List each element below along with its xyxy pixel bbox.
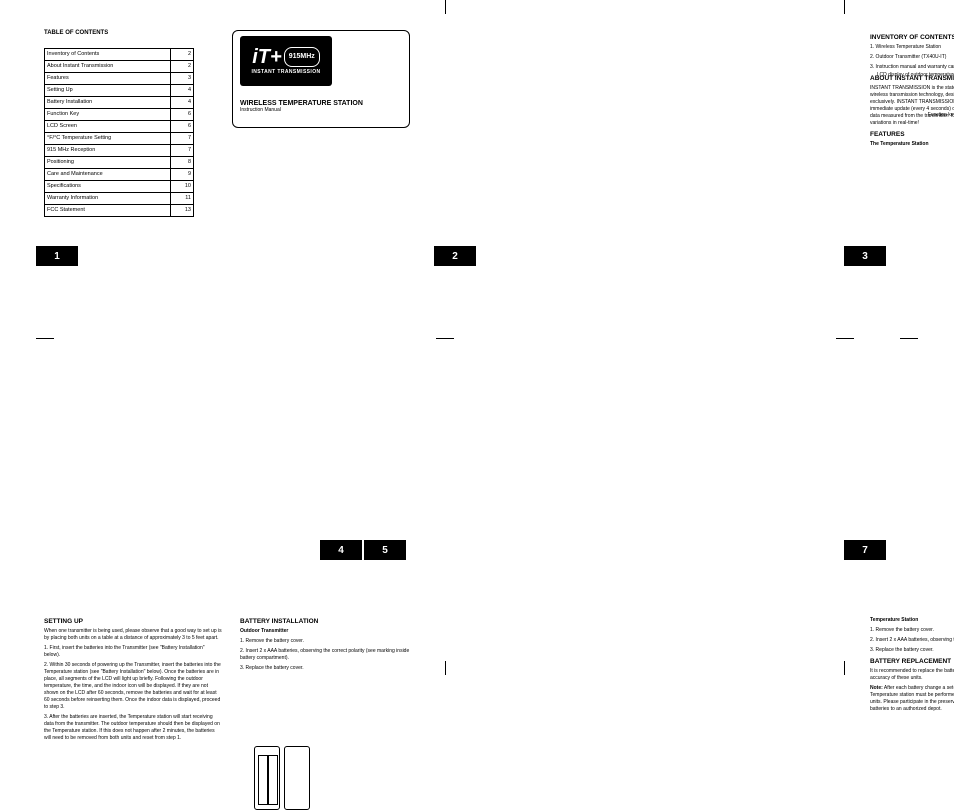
h-batinst: BATTERY INSTALLATION (240, 618, 416, 625)
toc-page: 6 (171, 121, 194, 133)
page-number: 1 (36, 246, 78, 266)
ts3: 3. Replace the battery cover. (870, 647, 954, 654)
table-row: Features3 (45, 73, 194, 85)
toc-page: 6 (171, 109, 194, 121)
h-txbat: Outdoor Transmitter (240, 628, 416, 635)
table-row: FCC Statement13 (45, 205, 194, 217)
replace: It is recommended to replace the batteri… (870, 668, 954, 682)
toc-topic: 915 MHz Reception (45, 145, 171, 157)
table-row: Care and Maintenance9 (45, 169, 194, 181)
page-number: 7 (844, 540, 886, 560)
ts1: 1. Remove the battery cover. (870, 627, 954, 634)
toc-topic: LCD Screen (45, 121, 171, 133)
toc-page: 7 (171, 145, 194, 157)
txstep1: 1. Remove the battery cover. (240, 638, 416, 645)
cover-sub: Instruction Manual (240, 107, 405, 114)
toc-topic: Battery Installation (45, 97, 171, 109)
toc-heading: TABLE OF CONTENTS (44, 30, 212, 36)
setup-intro: When one transmitter is being used, plea… (44, 628, 222, 642)
toc-topic: Setting Up (45, 85, 171, 97)
table-row: Positioning8 (45, 157, 194, 169)
ts2: 2. Insert 2 x AAA batteries, observing t… (870, 637, 954, 644)
table-row: About Instant Transmission2 (45, 61, 194, 73)
toc-topic: FCC Statement (45, 205, 171, 217)
toc-topic: Positioning (45, 157, 171, 169)
table-row: Battery Installation4 (45, 97, 194, 109)
h-setup: SETTING UP (44, 618, 222, 625)
toc-topic: Specifications (45, 181, 171, 193)
table-row: Inventory of Contents2 (45, 49, 194, 61)
h-ts: Temperature Station (870, 617, 954, 624)
txstep2: 2. Insert 2 x AAA batteries, observing t… (240, 648, 416, 662)
page-number: 3 (844, 246, 886, 266)
cover-title: WIRELESS TEMPERATURE STATION (240, 100, 405, 107)
transmitter-battery-diagram (254, 746, 280, 810)
toc-page: 4 (171, 85, 194, 97)
toc-table: Inventory of Contents2About Instant Tran… (44, 48, 194, 217)
table-row: Setting Up4 (45, 85, 194, 97)
toc-topic: Function Key (45, 109, 171, 121)
table-row: 915 MHz Reception7 (45, 145, 194, 157)
note-h: Note: (870, 685, 883, 691)
page-2-3: INVENTORY OF CONTENTS 1. Wireless Temper… (424, 0, 842, 260)
logo-sub: INSTANT TRANSMISSION (251, 69, 320, 75)
page-5-6: Temperature Station 1. Remove the batter… (424, 260, 842, 520)
toc-topic: Inventory of Contents (45, 49, 171, 61)
transmitter-cover-diagram (284, 746, 310, 810)
toc-topic: °F/°C Temperature Setting (45, 133, 171, 145)
page-number: 4 (320, 540, 362, 560)
toc-page: 7 (171, 133, 194, 145)
toc-page: 8 (171, 157, 194, 169)
h-replace: BATTERY REPLACEMENT (870, 658, 954, 665)
table-row: Warranty Information11 (45, 193, 194, 205)
toc-page: 10 (171, 181, 194, 193)
page-number: 5 (364, 540, 406, 560)
page-7: °F/°C TEMPERATURE SETTING The temperatur… (842, 260, 954, 520)
toc-topic: About Instant Transmission (45, 61, 171, 73)
page-number: 2 (434, 246, 476, 266)
toc-page: 11 (171, 193, 194, 205)
brand-logo: iT+915MHz INSTANT TRANSMISSION (240, 36, 332, 86)
page-1-and-cover: TABLE OF CONTENTS Inventory of Contents2… (0, 0, 424, 260)
txstep3: 3. Replace the battery cover. (240, 665, 416, 672)
step2: 2. Within 30 seconds of powering up the … (44, 662, 222, 711)
toc-page: 4 (171, 97, 194, 109)
crop-mark (844, 661, 845, 675)
toc-page: 3 (171, 73, 194, 85)
table-row: °F/°C Temperature Setting7 (45, 133, 194, 145)
table-row: Function Key6 (45, 109, 194, 121)
crop-mark (445, 661, 446, 675)
toc-topic: Warranty Information (45, 193, 171, 205)
toc-page: 2 (171, 49, 194, 61)
logo-freq: 915MHz (284, 47, 320, 67)
logo-text: iT+ (252, 48, 281, 66)
page-4-5: SETTING UP When one transmitter is being… (0, 260, 424, 520)
step1: 1. First, insert the batteries into the … (44, 645, 222, 659)
toc-topic: Features (45, 73, 171, 85)
page-3-tx: The Outdoor Transmitter • Remote transmi… (842, 0, 954, 260)
toc-page: 2 (171, 61, 194, 73)
toc-page: 9 (171, 169, 194, 181)
step3: 3. After the batteries are inserted, the… (44, 714, 222, 742)
toc-topic: Care and Maintenance (45, 169, 171, 181)
table-row: LCD Screen6 (45, 121, 194, 133)
toc-page: 13 (171, 205, 194, 217)
table-row: Specifications10 (45, 181, 194, 193)
